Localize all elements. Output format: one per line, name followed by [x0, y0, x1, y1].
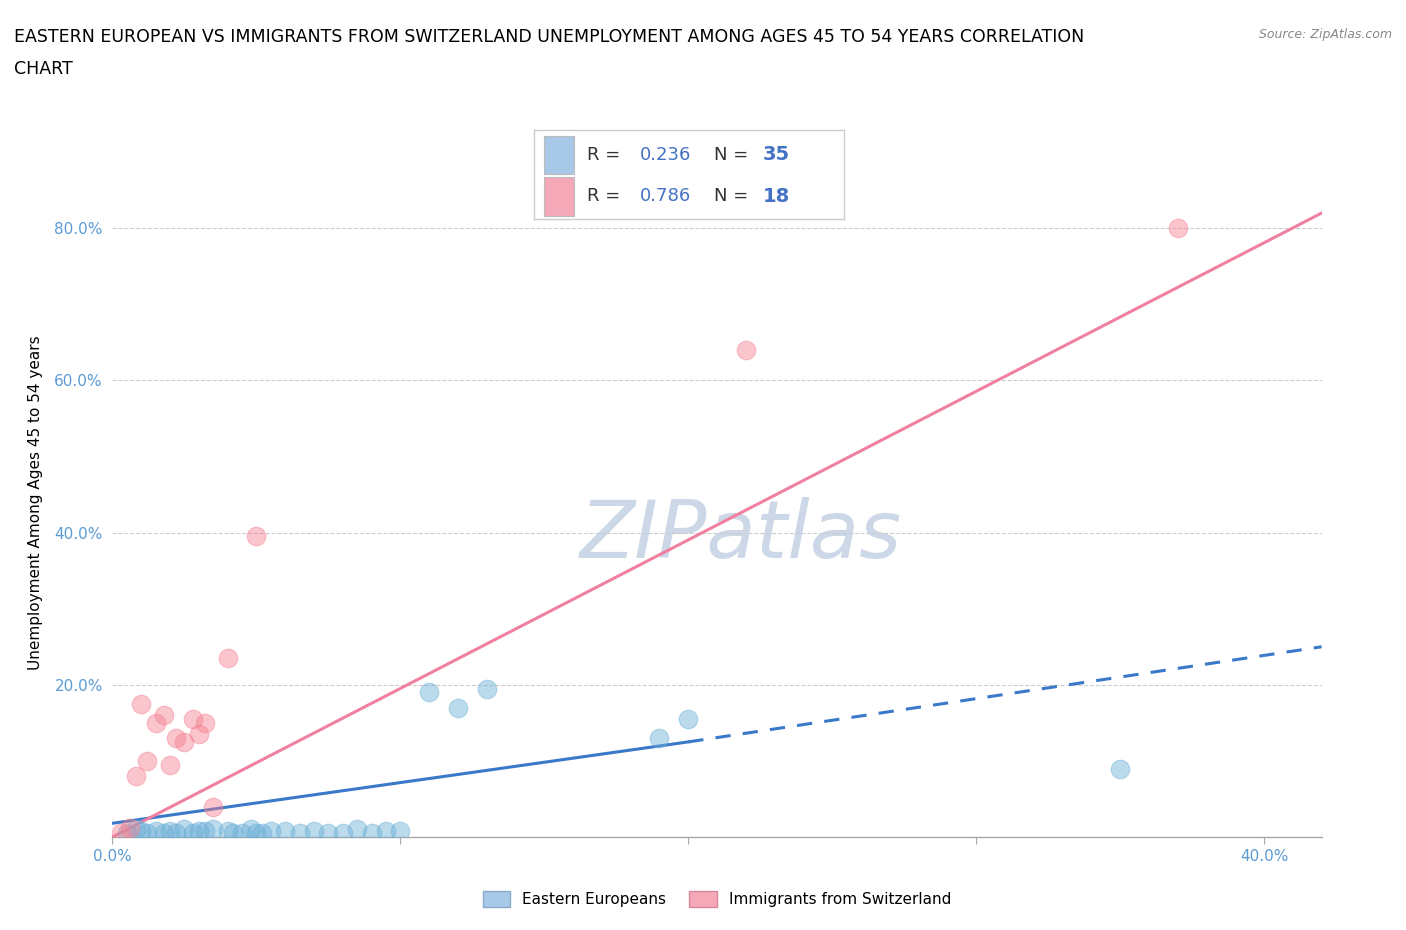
Point [678, 711, 700, 726]
Point [648, 731, 671, 746]
Point [239, 822, 262, 837]
Point [153, 708, 176, 723]
FancyBboxPatch shape [544, 136, 575, 175]
Legend: Eastern Europeans, Immigrants from Switzerland: Eastern Europeans, Immigrants from Switz… [477, 884, 957, 913]
Point [173, 735, 195, 750]
Point [145, 715, 167, 730]
Point [173, 822, 195, 837]
Text: CHART: CHART [14, 60, 73, 78]
Point [124, 822, 146, 837]
FancyBboxPatch shape [544, 177, 575, 216]
Text: R =: R = [586, 146, 626, 164]
Point [159, 823, 181, 838]
Point [375, 823, 398, 838]
Point [1167, 220, 1189, 235]
Point [165, 826, 187, 841]
Point [332, 826, 354, 841]
Text: EASTERN EUROPEAN VS IMMIGRANTS FROM SWITZERLAND UNEMPLOYMENT AMONG AGES 45 TO 54: EASTERN EUROPEAN VS IMMIGRANTS FROM SWIT… [14, 28, 1084, 46]
Point [194, 715, 217, 730]
Point [734, 342, 756, 357]
Point [222, 826, 245, 841]
Point [118, 820, 141, 835]
Point [346, 822, 368, 837]
Point [389, 823, 412, 838]
Point [129, 823, 152, 838]
Text: 18: 18 [763, 187, 790, 206]
Point [110, 826, 132, 841]
Point [302, 823, 325, 838]
Point [1109, 761, 1132, 776]
Point [217, 823, 239, 838]
Point [418, 685, 440, 700]
Point [274, 823, 297, 838]
Text: ZIPatlas: ZIPatlas [581, 497, 903, 575]
Point [260, 823, 283, 838]
Point [360, 826, 382, 841]
Point [159, 757, 181, 772]
Text: N =: N = [714, 188, 754, 206]
Point [145, 823, 167, 838]
Point [202, 822, 225, 837]
Point [165, 731, 187, 746]
Point [202, 799, 225, 814]
Point [231, 826, 253, 841]
Point [136, 826, 159, 841]
Point [129, 697, 152, 711]
Point [115, 826, 138, 841]
Point [124, 769, 146, 784]
Point [194, 823, 217, 838]
Point [187, 727, 209, 742]
Point [181, 711, 204, 726]
Text: 0.236: 0.236 [640, 146, 690, 164]
Point [136, 753, 159, 768]
Point [217, 651, 239, 666]
Point [153, 826, 176, 841]
Point [475, 681, 498, 696]
Text: Source: ZipAtlas.com: Source: ZipAtlas.com [1258, 28, 1392, 41]
Y-axis label: Unemployment Among Ages 45 to 54 years: Unemployment Among Ages 45 to 54 years [28, 335, 44, 670]
Point [245, 529, 267, 544]
Text: N =: N = [714, 146, 754, 164]
Point [250, 826, 273, 841]
Point [181, 826, 204, 841]
Text: 0.786: 0.786 [640, 188, 690, 206]
Point [288, 826, 311, 841]
Point [187, 823, 209, 838]
Point [318, 826, 340, 841]
Point [245, 826, 267, 841]
Point [447, 700, 470, 715]
Text: 35: 35 [763, 145, 790, 165]
Text: R =: R = [586, 188, 626, 206]
